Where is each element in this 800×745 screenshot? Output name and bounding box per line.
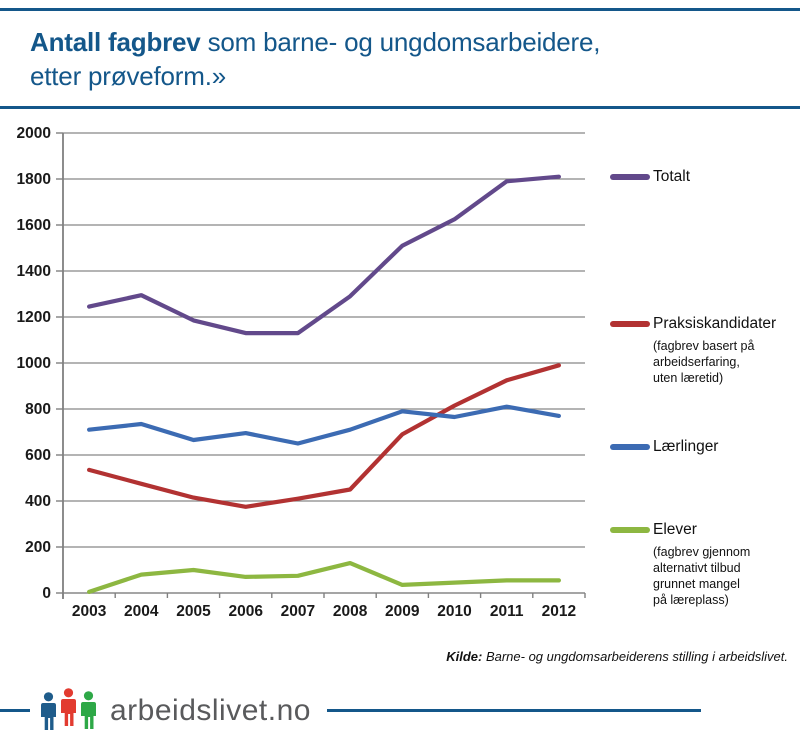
series-line-elever — [86, 560, 562, 594]
legend-label: Totalt — [653, 167, 691, 185]
y-axis-label: 200 — [25, 539, 51, 556]
legend-swatch-praksiskandidater — [610, 320, 650, 327]
page-title-line2: etter prøveform.» — [30, 61, 226, 92]
y-axis-label: 800 — [25, 401, 51, 418]
page-title-regular: som barne- og ungdomsarbeidere, — [200, 27, 601, 57]
person-icon-blue — [41, 691, 56, 730]
series-line-lærlinger — [86, 404, 562, 446]
footer: arbeidslivet.no — [0, 684, 800, 738]
source-line: Kilde: Barne- og ungdomsarbeiderens stil… — [0, 633, 800, 664]
legend-label: Lærlinger — [653, 437, 719, 455]
header: Antall fagbrev som barne- og ungdomsarbe… — [0, 8, 800, 109]
legend-note: (fagbrev gjennom alternativt tilbud grun… — [653, 544, 751, 607]
footer-left-rule — [0, 709, 30, 713]
x-axis-label: 2007 — [281, 603, 315, 620]
legend-item-lærlinger: Lærlinger — [610, 437, 718, 457]
x-axis-label: 2003 — [72, 603, 107, 620]
y-axis-label: 600 — [25, 447, 51, 464]
x-axis-label: 2011 — [490, 603, 524, 620]
page-title-bold: Antall fagbrev — [30, 27, 201, 57]
y-axis-label: 1400 — [17, 263, 51, 280]
series-line-praksiskandidater — [86, 362, 562, 509]
arbeidslivet-logo-icon — [41, 687, 96, 730]
x-axis-label: 2004 — [124, 603, 159, 620]
x-axis-label: 2010 — [437, 603, 471, 620]
y-axis-label: 1200 — [17, 309, 51, 326]
brand-name[interactable]: arbeidslivet.no — [110, 693, 311, 727]
source-text: Barne- og ungdomsarbeiderens stilling i … — [482, 648, 788, 664]
series-line-totalt — [86, 174, 562, 335]
legend-label: Praksiskandidater — [653, 314, 777, 332]
legend-item-praksiskandidater: Praksiskandidater (fagbrev basert på arbe… — [610, 314, 776, 386]
y-axis-label: 0 — [42, 585, 51, 602]
header-bottom-rule — [0, 105, 800, 109]
title-block: Antall fagbrev som barne- og ungdomsarbe… — [0, 11, 800, 106]
legend-note: (fagbrev basert på arbeidserfaring, uten… — [653, 338, 755, 385]
legend-label: Elever — [653, 520, 697, 538]
x-axis-label: 2009 — [385, 603, 420, 620]
footer-right-rule — [326, 709, 701, 713]
header-top-rule — [0, 8, 800, 11]
person-icon-red — [61, 687, 76, 726]
chart-area: 0 200 400 600 800 1000 1200 1400 1600 1800 2000 200… — [0, 109, 800, 633]
legend-item-elever: Elever (fagbrev gjennom alternativt tilbu… — [610, 520, 750, 608]
legend-swatch-lærlinger — [610, 443, 650, 450]
legend-swatch-elever — [610, 526, 650, 533]
source-label: Kilde: — [446, 648, 483, 664]
y-axis-label: 1600 — [17, 217, 51, 234]
y-axis-label: 400 — [25, 493, 51, 510]
person-icon-green — [81, 690, 96, 729]
y-axis-label: 1000 — [17, 355, 51, 372]
x-axis-label: 2008 — [333, 603, 368, 620]
y-axis-label: 2000 — [17, 125, 51, 142]
line-chart: 0 200 400 600 800 1000 1200 1400 1600 1800 2000 200… — [17, 125, 586, 620]
legend-item-totalt: Totalt — [610, 167, 690, 187]
x-axis-label: 2005 — [176, 603, 211, 620]
page-title: Antall fagbrev som barne- og ungdomsarbe… — [30, 25, 770, 59]
legend-swatch-totalt — [610, 173, 650, 180]
x-axis-label: 2006 — [228, 603, 263, 620]
y-axis-label: 1800 — [17, 171, 51, 188]
x-axis-label: 2012 — [542, 603, 576, 620]
